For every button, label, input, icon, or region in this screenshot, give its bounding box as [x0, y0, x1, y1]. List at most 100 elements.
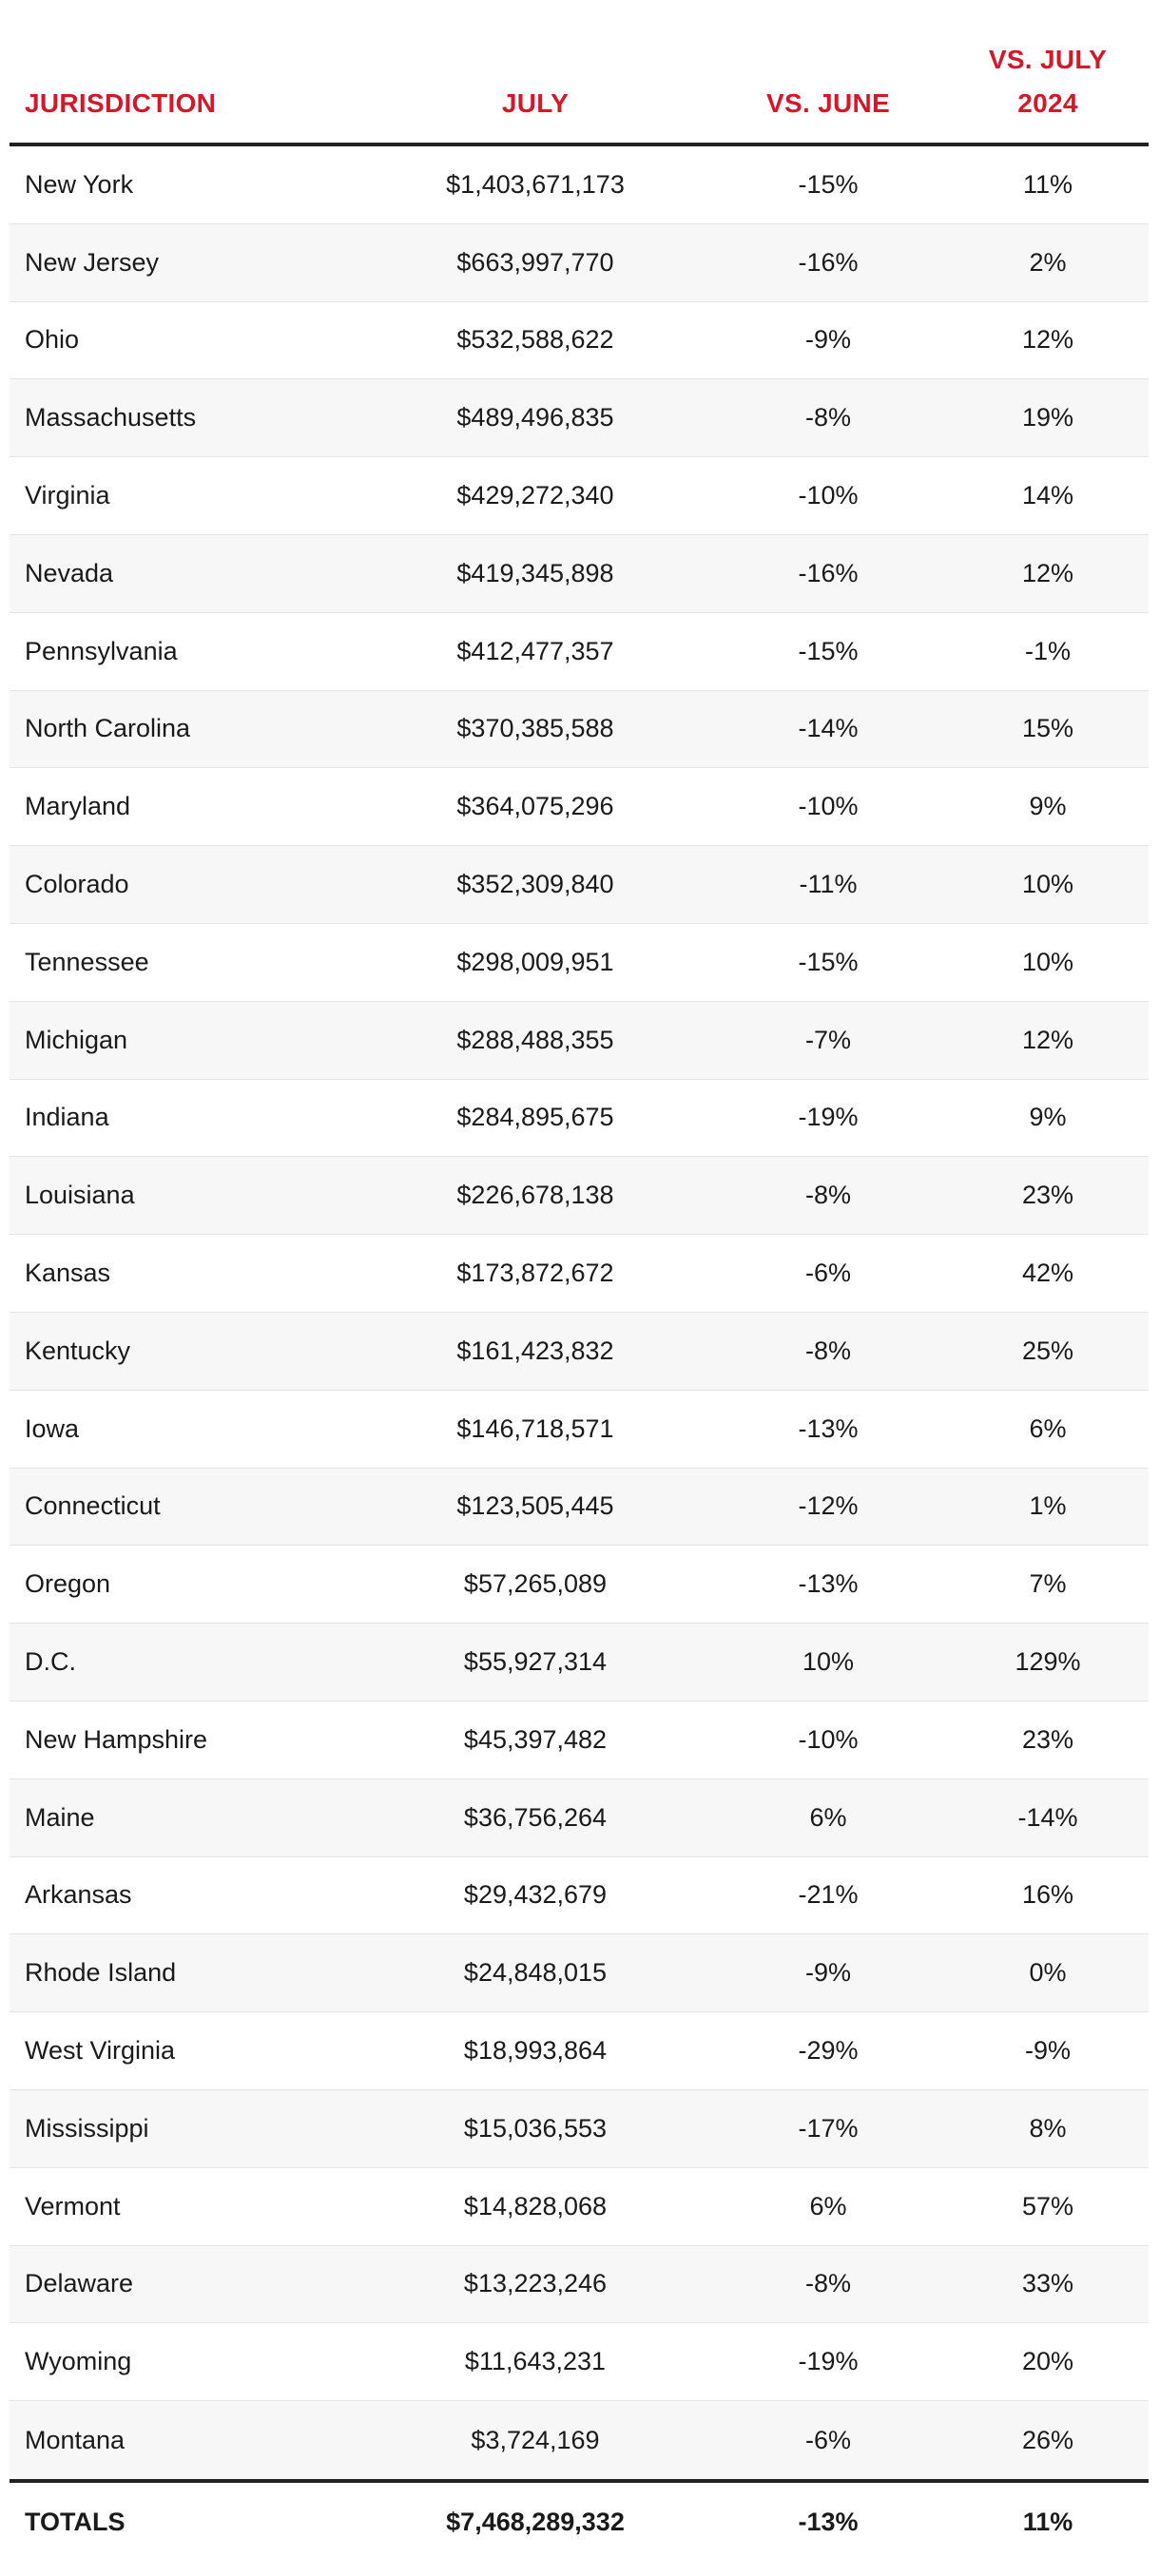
cell-vs-july-2024: 9%	[1029, 1103, 1067, 1132]
cell-vs-july-2024: 12%	[1021, 325, 1074, 355]
header-vs-july-2024: VS. JULY 2024	[988, 45, 1108, 118]
cell-jurisdiction: Colorado	[25, 870, 129, 899]
table-row: Wyoming $11,643,231 -19% 20%	[10, 2323, 1149, 2402]
cell-july: $24,848,015	[463, 1958, 608, 1988]
table-row: Kansas $173,872,672 -6% 42%	[10, 1235, 1149, 1313]
table-row: Massachusetts $489,496,835 -8% 19%	[10, 379, 1149, 458]
totals-row: TOTALS $7,468,289,332 -13% 11%	[10, 2478, 1149, 2563]
cell-vs-july-2024: 2%	[1029, 247, 1067, 277]
table-row: Louisiana $226,678,138 -8% 23%	[10, 1157, 1149, 1236]
header-july: JULY	[501, 88, 570, 118]
cell-vs-june: -17%	[798, 2113, 859, 2143]
cell-vs-june: -10%	[798, 792, 859, 821]
cell-jurisdiction: Iowa	[25, 1413, 80, 1443]
cell-july: $412,477,357	[456, 636, 614, 665]
table-row: West Virginia $18,993,864 -29% -9%	[10, 2012, 1149, 2090]
table-row: New York $1,403,671,173 -15% 11%	[10, 146, 1149, 224]
cell-vs-july-2024: 23%	[1021, 1724, 1074, 1754]
cell-jurisdiction: Kentucky	[25, 1336, 131, 1365]
cell-jurisdiction: Ohio	[25, 325, 80, 355]
table-row: Arkansas $29,432,679 -21% 16%	[10, 1857, 1149, 1935]
cell-vs-june: -7%	[804, 1025, 851, 1054]
cell-july: $18,993,864	[463, 2036, 608, 2066]
cell-july: $663,997,770	[456, 247, 614, 277]
table-row: Maryland $364,075,296 -10% 9%	[10, 768, 1149, 847]
cell-july: $13,223,246	[463, 2269, 608, 2298]
cell-jurisdiction: Arkansas	[25, 1880, 132, 1910]
cell-vs-june: -10%	[798, 481, 859, 510]
cell-vs-june: -19%	[798, 1103, 859, 1132]
cell-jurisdiction: Connecticut	[25, 1491, 161, 1521]
cell-jurisdiction: North Carolina	[25, 714, 191, 743]
cell-vs-july-2024: 7%	[1029, 1569, 1067, 1599]
cell-july: $429,272,340	[456, 481, 614, 510]
header-jurisdiction: JURISDICTION	[25, 88, 217, 118]
cell-vs-july-2024: 14%	[1021, 481, 1074, 510]
cell-vs-june: -14%	[798, 714, 859, 743]
cell-july: $146,718,571	[456, 1413, 614, 1443]
cell-vs-june: -6%	[804, 2425, 851, 2454]
cell-vs-july-2024: 33%	[1021, 2269, 1074, 2298]
cell-july: $161,423,832	[456, 1336, 614, 1365]
cell-vs-july-2024: 23%	[1021, 1181, 1074, 1210]
cell-vs-july-2024: 57%	[1021, 2191, 1074, 2220]
cell-vs-july-2024: 10%	[1021, 870, 1074, 899]
cell-jurisdiction: Oregon	[25, 1569, 111, 1599]
cell-july: $226,678,138	[456, 1181, 614, 1210]
table-row: Rhode Island $24,848,015 -9% 0%	[10, 1934, 1149, 2013]
cell-jurisdiction: New York	[25, 169, 134, 199]
table-row: Vermont $14,828,068 6% 57%	[10, 2168, 1149, 2246]
cell-vs-june: -8%	[804, 1336, 851, 1365]
cell-vs-july-2024: 6%	[1029, 1413, 1067, 1443]
cell-vs-june: -8%	[804, 1181, 851, 1210]
cell-vs-july-2024: 20%	[1021, 2347, 1074, 2376]
cell-vs-june: -9%	[804, 1958, 851, 1988]
table-row: Indiana $284,895,675 -19% 9%	[10, 1080, 1149, 1158]
cell-july: $29,432,679	[463, 1880, 608, 1910]
cell-vs-june: -19%	[798, 2347, 859, 2376]
cell-vs-june: 6%	[809, 2191, 847, 2220]
cell-july: $57,265,089	[463, 1569, 608, 1599]
totals-vs-june: -13%	[798, 2508, 859, 2537]
table-row: Ohio $532,588,622 -9% 12%	[10, 302, 1149, 380]
cell-jurisdiction: New Jersey	[25, 247, 160, 277]
cell-july: $123,505,445	[456, 1491, 614, 1521]
cell-july: $352,309,840	[456, 870, 614, 899]
cell-vs-june: -16%	[798, 247, 859, 277]
cell-vs-june: -12%	[798, 1491, 859, 1521]
cell-jurisdiction: Vermont	[25, 2191, 121, 2220]
cell-vs-july-2024: 12%	[1021, 1025, 1074, 1054]
cell-jurisdiction: Tennessee	[25, 947, 149, 976]
cell-vs-july-2024: -14%	[1017, 1802, 1078, 1832]
cell-jurisdiction: Virginia	[25, 481, 110, 510]
cell-vs-july-2024: 129%	[1015, 1647, 1081, 1677]
table-row: North Carolina $370,385,588 -14% 15%	[10, 690, 1149, 769]
totals-label: TOTALS	[25, 2508, 126, 2537]
totals-vs-july-2024: 11%	[1022, 2508, 1073, 2537]
cell-jurisdiction: West Virginia	[25, 2036, 176, 2066]
table-row: Connecticut $123,505,445 -12% 1%	[10, 1468, 1149, 1547]
cell-jurisdiction: Rhode Island	[25, 1958, 177, 1988]
cell-july: $532,588,622	[456, 325, 614, 355]
table-row: Pennsylvania $412,477,357 -15% -1%	[10, 613, 1149, 691]
table-row: Colorado $352,309,840 -11% 10%	[10, 846, 1149, 924]
cell-vs-june: -8%	[804, 403, 851, 433]
cell-vs-july-2024: 15%	[1021, 714, 1074, 743]
cell-jurisdiction: Montana	[25, 2425, 126, 2454]
cell-vs-june: -6%	[804, 1259, 851, 1288]
cell-vs-june: -15%	[798, 947, 859, 976]
cell-july: $419,345,898	[456, 558, 614, 587]
cell-jurisdiction: New Hampshire	[25, 1724, 208, 1754]
cell-vs-july-2024: 12%	[1021, 558, 1074, 587]
table-row: Kentucky $161,423,832 -8% 25%	[10, 1312, 1149, 1391]
cell-jurisdiction: Maine	[25, 1802, 95, 1832]
cell-vs-july-2024: 1%	[1029, 1491, 1067, 1521]
cell-vs-june: -8%	[804, 2269, 851, 2298]
cell-july: $364,075,296	[456, 792, 614, 821]
cell-jurisdiction: Kansas	[25, 1259, 111, 1288]
cell-vs-july-2024: 8%	[1029, 2113, 1067, 2143]
cell-july: $45,397,482	[463, 1724, 608, 1754]
table-row: Iowa $146,718,571 -13% 6%	[10, 1391, 1149, 1469]
table-row: Mississippi $15,036,553 -17% 8%	[10, 2089, 1149, 2168]
cell-vs-july-2024: 11%	[1022, 169, 1073, 199]
